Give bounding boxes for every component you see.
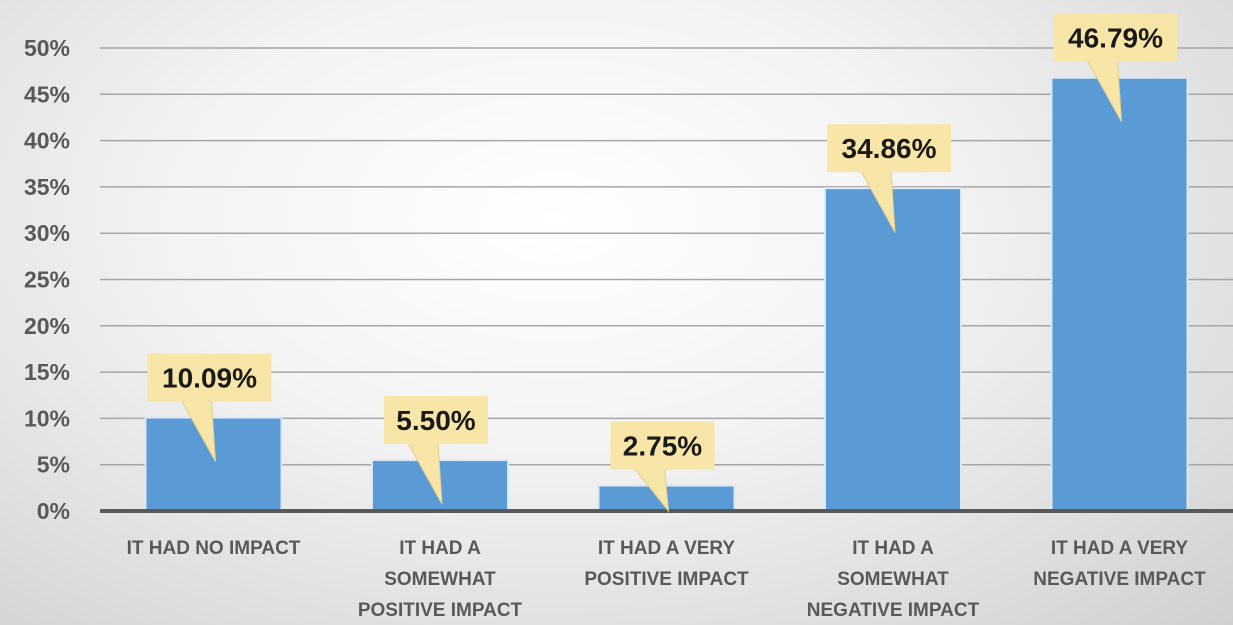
gridlines	[100, 47, 1233, 466]
y-tick-label: 10%	[24, 405, 70, 431]
callout-box	[147, 353, 272, 402]
y-tick-label: 30%	[24, 220, 70, 246]
y-tick-label: 45%	[24, 81, 70, 107]
category-label-line: SOMEWHAT	[384, 569, 496, 590]
category-label: IT HAD A VERY NEGATIVE IMPACT	[1033, 538, 1206, 590]
category-label-line: POSITIVE IMPACT	[358, 600, 523, 621]
category-label-line: IT HAD A VERY	[1051, 538, 1189, 559]
callout-box	[384, 396, 488, 445]
category-label-line: IT HAD NO IMPACT	[127, 538, 301, 559]
callout-box	[610, 421, 715, 470]
data-label: 5.50%	[384, 396, 488, 505]
category-label-line: IT HAD A	[852, 538, 934, 559]
callout-box	[827, 124, 951, 173]
category-label: IT HAD A SOMEWHAT POSITIVE IMPACT	[358, 538, 523, 621]
data-label-text: 2.75%	[623, 431, 702, 462]
data-label: 34.86%	[827, 124, 951, 233]
y-tick-label: 5%	[37, 452, 70, 478]
category-labels: IT HAD NO IMPACT IT HAD A SOMEWHAT POSITIVE…	[127, 538, 1206, 621]
data-label-text: 10.09%	[162, 363, 257, 394]
data-label: 10.09%	[147, 353, 272, 462]
category-label-line: IT HAD A VERY	[598, 538, 736, 559]
category-label-line: POSITIVE IMPACT	[584, 569, 749, 590]
y-axis-ticks: 0% 5% 10% 15% 20% 25% 30% 35% 40% 45% 50%	[24, 35, 70, 524]
data-label-text: 34.86%	[842, 133, 937, 164]
category-label: IT HAD A SOMEWHAT NEGATIVE IMPACT	[807, 538, 980, 621]
callout-box	[1053, 13, 1178, 62]
y-tick-label: 15%	[24, 359, 70, 385]
y-tick-label: 25%	[24, 267, 70, 293]
y-tick-label: 40%	[24, 128, 70, 154]
data-label: 46.79%	[1053, 13, 1178, 122]
bar	[1050, 76, 1189, 512]
category-label-line: NEGATIVE IMPACT	[1033, 569, 1206, 590]
y-tick-label: 50%	[24, 35, 70, 61]
y-tick-label: 20%	[24, 313, 70, 339]
data-label-text: 5.50%	[396, 405, 475, 436]
category-label: IT HAD A VERY POSITIVE IMPACT	[584, 538, 749, 590]
data-label: 2.75%	[610, 421, 715, 513]
bar	[824, 187, 962, 512]
category-label: IT HAD NO IMPACT	[127, 538, 301, 559]
data-labels: 10.09% 5.50% 2.75% 34.86% 46.79%	[147, 13, 1178, 513]
category-label-line: IT HAD A	[399, 538, 481, 559]
y-tick-label: 0%	[37, 498, 70, 524]
y-tick-label: 35%	[24, 174, 70, 200]
data-label-text: 46.79%	[1068, 23, 1163, 54]
category-label-line: SOMEWHAT	[837, 569, 949, 590]
category-label-line: NEGATIVE IMPACT	[807, 600, 980, 621]
